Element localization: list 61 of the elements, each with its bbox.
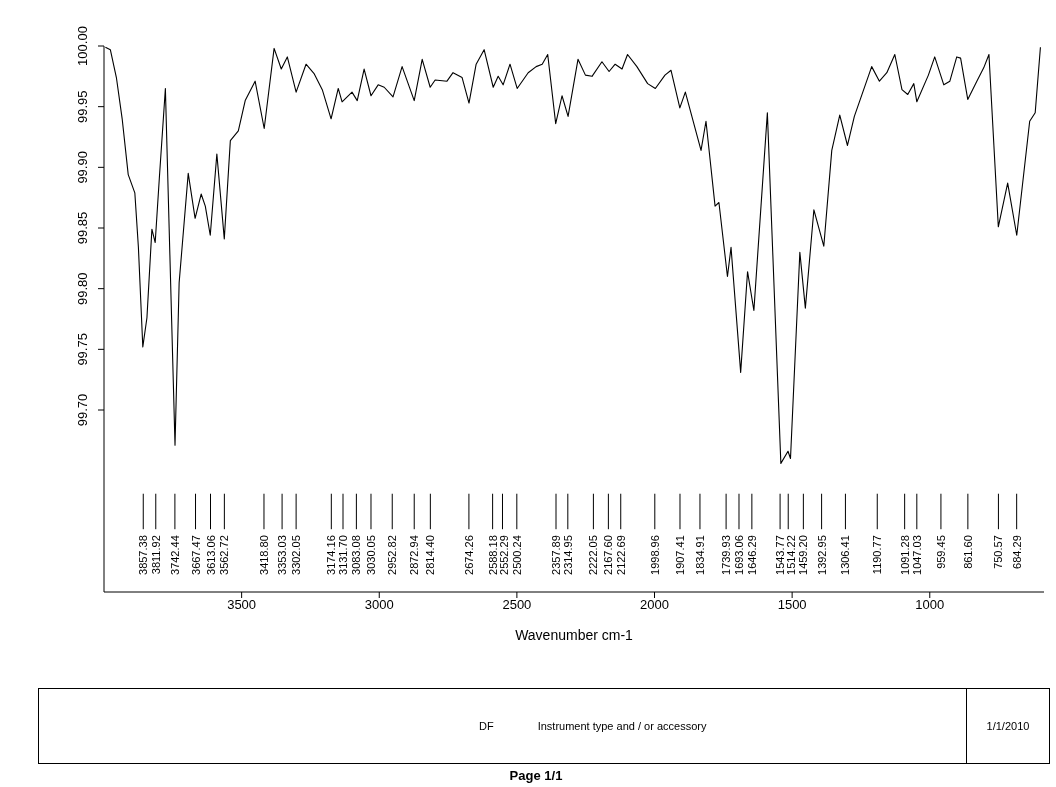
annotation: 1047.03 (910, 535, 923, 575)
annotation: 3131.70 (337, 535, 349, 575)
annotation: 1392.95 (815, 535, 828, 575)
x-tick-label: 1000 (915, 597, 945, 613)
annotation: 684.29 (1010, 535, 1023, 569)
annotation: 2357.89 (550, 535, 562, 575)
annotation: 861.60 (961, 535, 974, 569)
annotation: 2314.95 (561, 535, 574, 575)
annotation: 1646.29 (745, 535, 758, 575)
annotation: 2872.94 (408, 535, 421, 575)
y-tick-label: 99.90 (74, 151, 90, 184)
annotation: 2222.05 (587, 535, 600, 575)
annotation: 1739.93 (720, 535, 733, 575)
annotation: 3742.44 (168, 535, 181, 575)
annotation: 3174.16 (325, 535, 338, 575)
annotation: 2167.60 (602, 535, 615, 575)
annotation: 1693.06 (733, 535, 745, 575)
text: Page 1/1 (508, 768, 564, 783)
y-tick-label: 99.95 (74, 90, 90, 123)
annotation: 1190.77 (871, 535, 884, 575)
annotation: 1543.77 (774, 535, 787, 575)
annotation: 3030.05 (364, 535, 377, 575)
annotation: 3418.80 (257, 535, 270, 575)
x-tick-label: 3000 (364, 597, 394, 613)
annotation: 2588.18 (486, 535, 499, 575)
annotation: 2952.82 (386, 535, 399, 575)
x-tick-label: 3500 (227, 597, 257, 613)
annotation: 3083.08 (350, 535, 363, 575)
annotation: 3857.38 (137, 535, 150, 575)
annotation: 3667.47 (189, 535, 202, 575)
text: 1/1/2010 (986, 720, 1030, 732)
annotation: 959.45 (934, 535, 947, 569)
y-tick-label: 99.85 (74, 211, 90, 245)
annotation: 750.57 (992, 535, 1005, 569)
annotation: 1514.22 (785, 535, 798, 575)
annotation: 1306.41 (839, 535, 852, 575)
x-tick-label: 2000 (640, 597, 669, 613)
text: Instrument type and / or accessory (537, 720, 707, 732)
annotation: 1998.96 (648, 535, 661, 575)
annotation: 3811.92 (149, 535, 162, 575)
annotation: 2122.69 (614, 535, 627, 575)
text: DF (479, 720, 494, 732)
x-tick-label: 1500 (777, 597, 807, 613)
annotation: 3562.72 (218, 535, 231, 575)
annotation: 3353.03 (276, 535, 289, 575)
y-tick-label: 99.80 (74, 272, 90, 305)
annotation: 2500.24 (510, 535, 523, 575)
x-tick-label: 2500 (502, 597, 532, 613)
annotation: 1834.91 (693, 535, 706, 575)
y-tick-label: 99.70 (74, 393, 90, 427)
annotation: 1459.20 (797, 535, 810, 575)
annotation: 3613.06 (204, 535, 217, 575)
y-tick-label: 100.00 (74, 26, 90, 66)
annotation: 1907.41 (674, 535, 686, 575)
annotation: 1091.28 (898, 535, 911, 575)
x-axis-title: Wavenumber cm-1 (515, 627, 634, 643)
y-tick-label: 99.75 (74, 333, 90, 366)
annotation: 2552.29 (497, 535, 510, 575)
annotation: 2814.40 (424, 535, 437, 575)
annotation: 2674.26 (462, 535, 475, 575)
annotation: 3302.05 (290, 535, 303, 575)
